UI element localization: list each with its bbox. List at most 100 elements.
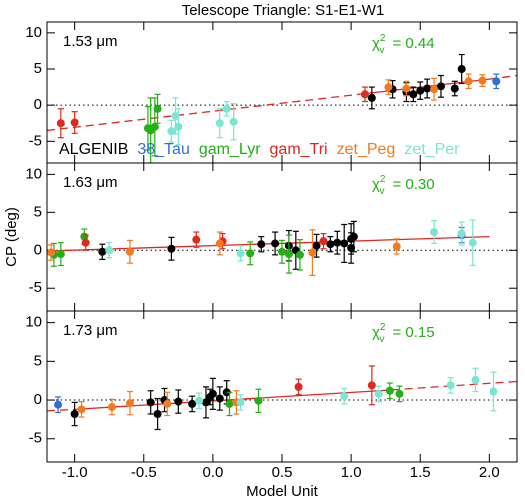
point <box>163 399 172 408</box>
point <box>489 387 498 396</box>
stat: χ2 v = 0.15 <box>372 322 435 345</box>
stat-symbol: χ <box>372 35 380 52</box>
point <box>70 409 79 418</box>
point <box>319 237 328 246</box>
x-tick-label: -0.5 <box>131 464 157 481</box>
point <box>312 241 321 250</box>
point <box>236 249 245 258</box>
stat: χ2 v = 0.30 <box>372 174 435 197</box>
point <box>47 248 56 257</box>
stat-text: = 0.30 <box>392 176 434 193</box>
point <box>423 84 432 93</box>
legend-entry: gam_Tri <box>270 141 328 158</box>
point <box>70 118 79 127</box>
point <box>308 248 317 257</box>
x-axis-label: Model Unit <box>246 483 319 500</box>
point <box>457 65 466 73</box>
point <box>229 117 238 126</box>
x-tick-label: 0.0 <box>202 464 223 481</box>
stat-sub: v <box>379 186 384 197</box>
point <box>392 242 401 251</box>
point <box>236 398 245 407</box>
point <box>349 232 358 241</box>
point <box>150 122 159 131</box>
point <box>430 228 439 237</box>
point <box>360 90 369 99</box>
point <box>215 239 224 248</box>
stat-sub: v <box>379 45 384 56</box>
y-tick-label: 10 <box>25 314 42 331</box>
point <box>153 104 162 113</box>
y-tick-label: 5 <box>34 352 42 369</box>
point <box>174 397 183 406</box>
point <box>374 389 383 398</box>
point <box>215 119 224 128</box>
fit <box>47 380 517 412</box>
point <box>457 229 466 238</box>
fit-line <box>47 92 366 132</box>
stat-sup: 2 <box>380 322 386 333</box>
point <box>107 403 116 412</box>
x-tick-label: 1.5 <box>410 464 431 481</box>
y-axis-label: CP (deg) <box>3 207 20 267</box>
point <box>208 389 217 398</box>
stat-sup: 2 <box>380 174 386 185</box>
plot-frame <box>46 310 518 463</box>
x-tick-label: -1.0 <box>62 464 88 481</box>
point <box>436 82 445 91</box>
point <box>446 381 455 390</box>
point <box>478 76 487 85</box>
point <box>385 386 394 395</box>
point <box>257 240 266 249</box>
point <box>492 77 501 86</box>
y-tick-label: 10 <box>25 165 42 182</box>
stat-symbol: χ <box>372 176 380 193</box>
point <box>402 84 411 93</box>
point <box>171 112 180 120</box>
point <box>367 381 376 390</box>
point <box>225 399 234 408</box>
fit <box>47 74 517 132</box>
stat-text: = 0.44 <box>392 35 434 52</box>
point <box>278 247 286 256</box>
band-label: 1.53 μm <box>63 33 118 50</box>
y-tick-label: -5 <box>29 430 42 447</box>
fit-line <box>47 408 75 412</box>
y-tick-label: 0 <box>34 96 42 113</box>
points <box>56 53 501 163</box>
point <box>77 405 86 414</box>
point <box>471 375 480 384</box>
stat-sup: 2 <box>380 33 386 44</box>
point <box>215 394 224 403</box>
legend-entry: zet_Per <box>404 141 460 158</box>
point <box>295 250 304 259</box>
point <box>340 392 349 401</box>
point <box>56 119 65 128</box>
point <box>153 409 162 418</box>
band-label: 1.63 μm <box>63 174 118 191</box>
point <box>284 250 293 259</box>
y-tick-label: -5 <box>29 132 42 149</box>
legend-entry: ALGENIB <box>59 141 128 158</box>
y-tick-label: 10 <box>25 24 42 41</box>
point <box>188 399 197 408</box>
plot-frame <box>46 162 518 312</box>
point <box>54 400 63 409</box>
band-label: 1.73 μm <box>63 322 118 339</box>
legend-entry: zet_Peg <box>337 141 396 158</box>
points <box>47 219 477 276</box>
x-tick-label: 2.0 <box>479 464 500 481</box>
stat-text: = 0.15 <box>392 324 434 341</box>
y-tick-label: 5 <box>34 203 42 220</box>
point <box>294 382 303 391</box>
point <box>146 398 155 407</box>
point <box>195 396 204 405</box>
point <box>192 235 201 244</box>
fit <box>47 235 490 252</box>
point <box>174 122 183 131</box>
point <box>464 77 473 86</box>
point <box>326 240 335 249</box>
point <box>367 93 376 102</box>
point <box>450 84 459 93</box>
